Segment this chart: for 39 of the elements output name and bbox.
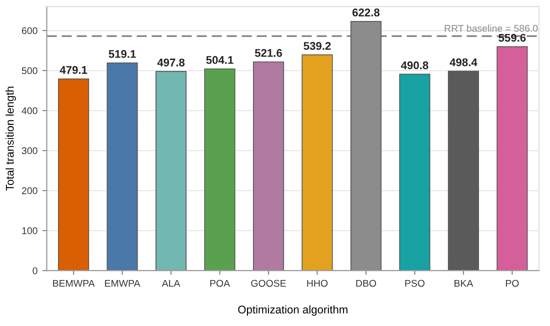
data-label: 504.1: [206, 56, 234, 64]
bar: [156, 70, 187, 271]
bar: [106, 62, 138, 271]
y-tick-label: 100: [22, 227, 38, 234]
y-tick-label: 200: [22, 187, 38, 194]
data-label: 490.8: [400, 61, 428, 70]
bar: [302, 54, 333, 271]
y-tick-label: 0: [32, 267, 38, 274]
x-tick-label: PSO: [405, 280, 425, 287]
bar: [399, 74, 430, 271]
x-tick-label: HHO: [307, 280, 328, 287]
data-label: 521.6: [254, 49, 282, 57]
x-tick-label: BEMWPA: [53, 280, 95, 287]
x-tick-label: DBO: [356, 280, 376, 287]
data-label: 519.1: [108, 50, 136, 58]
data-label: 559.6: [498, 34, 526, 42]
bar: [204, 68, 236, 271]
data-label: 539.2: [304, 42, 331, 50]
bar: [58, 78, 90, 271]
bar: [496, 46, 528, 271]
y-tick-label: 300: [22, 147, 38, 154]
data-label: 479.1: [60, 66, 88, 74]
data-label: 622.8: [352, 8, 380, 16]
y-tick-label: 600: [22, 27, 38, 34]
data-label: 498.4: [450, 58, 478, 66]
x-tick-label: EMWPA: [105, 280, 140, 287]
x-tick-label: PO: [506, 280, 519, 287]
bar: [448, 70, 479, 271]
x-tick-label: POA: [210, 280, 230, 287]
x-axis-title: Optimization algorithm: [238, 305, 348, 316]
y-tick-label: 400: [22, 107, 38, 114]
bar: [252, 61, 284, 271]
y-tick-label: 500: [22, 67, 38, 74]
ref-line-label: RRT baseline = 586.0: [444, 24, 538, 32]
data-label: 497.8: [157, 58, 185, 66]
y-axis-title: Total transition length: [6, 86, 16, 191]
x-tick-label: GOOSE: [251, 280, 286, 287]
x-tick-label: ALA: [162, 280, 180, 287]
x-tick-label: BKA: [454, 280, 474, 287]
